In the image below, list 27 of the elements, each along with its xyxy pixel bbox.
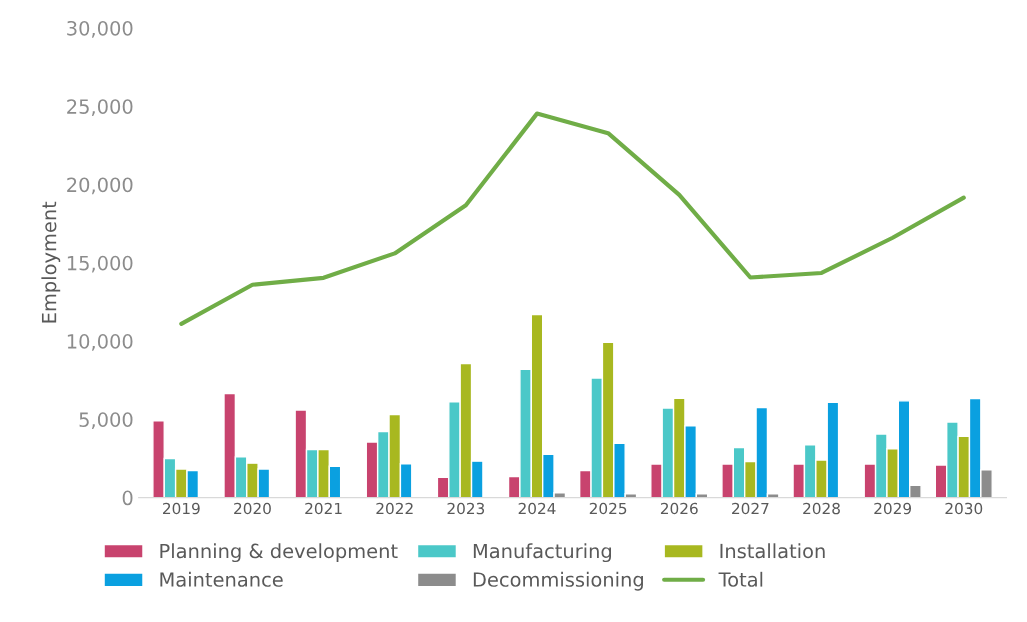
x-tick-label: 2024 — [518, 502, 556, 515]
x-tick-label: 2030 — [945, 502, 983, 515]
legend-label: Total — [718, 571, 763, 587]
legend-label: Manufacturing — [473, 543, 611, 563]
x-tick-label: 2027 — [732, 502, 769, 515]
x-tick-label: 2023 — [447, 502, 485, 515]
x-tick-label: 2020 — [234, 502, 271, 515]
line-series — [179, 111, 966, 326]
y-tick-label: 15,000 — [67, 255, 133, 273]
x-tick-label: 2029 — [874, 502, 912, 515]
x-tick-label: 2022 — [376, 502, 413, 515]
x-tick-label: 2025 — [589, 502, 627, 515]
x-tick-label: 2021 — [305, 502, 342, 515]
y-tick-label: 5,000 — [79, 412, 133, 429]
legend-label: Maintenance — [160, 571, 283, 587]
y-tick-label: 20,000 — [67, 177, 133, 195]
legend-label: Installation — [720, 543, 825, 559]
legend-label: Decommissioning — [473, 571, 643, 591]
legend-label: Planning & development — [160, 543, 398, 563]
y-axis-title: Employment — [41, 201, 61, 323]
x-tick-label: 2019 — [163, 502, 200, 515]
y-tick-label: 25,000 — [67, 99, 133, 116]
y-tick-label: 0 — [122, 490, 133, 506]
x-tick-label: 2026 — [660, 502, 698, 515]
y-tick-label: 10,000 — [67, 334, 133, 351]
x-tick-label: 2028 — [803, 502, 840, 515]
y-tick-label: 30,000 — [67, 20, 133, 38]
